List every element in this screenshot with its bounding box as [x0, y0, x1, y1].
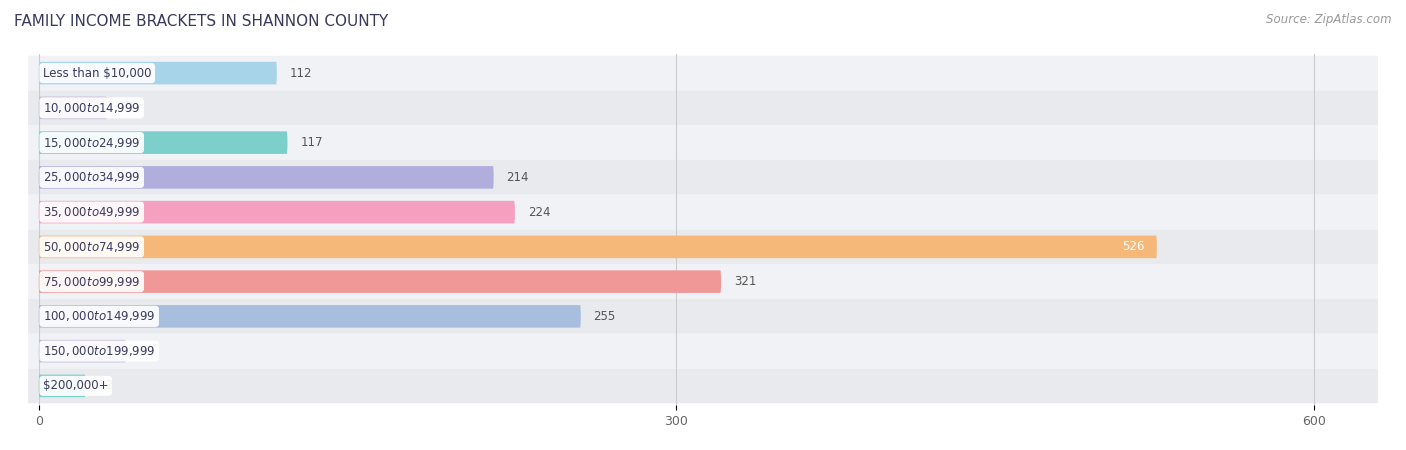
Text: 526: 526 — [1122, 240, 1144, 253]
FancyBboxPatch shape — [39, 236, 1157, 258]
FancyBboxPatch shape — [39, 62, 277, 85]
FancyBboxPatch shape — [39, 305, 581, 328]
Text: 117: 117 — [301, 136, 323, 149]
Text: Less than $10,000: Less than $10,000 — [44, 67, 152, 80]
Text: 41: 41 — [139, 345, 153, 358]
FancyBboxPatch shape — [28, 334, 1378, 369]
Text: $25,000 to $34,999: $25,000 to $34,999 — [44, 171, 141, 184]
Text: $200,000+: $200,000+ — [44, 379, 108, 392]
Text: 32: 32 — [120, 101, 135, 114]
Text: $100,000 to $149,999: $100,000 to $149,999 — [44, 310, 156, 324]
Text: FAMILY INCOME BRACKETS IN SHANNON COUNTY: FAMILY INCOME BRACKETS IN SHANNON COUNTY — [14, 14, 388, 28]
FancyBboxPatch shape — [28, 56, 1378, 90]
Text: $50,000 to $74,999: $50,000 to $74,999 — [44, 240, 141, 254]
FancyBboxPatch shape — [39, 97, 107, 119]
Text: 224: 224 — [527, 206, 550, 219]
FancyBboxPatch shape — [39, 201, 515, 223]
FancyBboxPatch shape — [28, 125, 1378, 160]
FancyBboxPatch shape — [28, 264, 1378, 299]
FancyBboxPatch shape — [39, 340, 127, 362]
Text: $75,000 to $99,999: $75,000 to $99,999 — [44, 274, 141, 288]
Text: $15,000 to $24,999: $15,000 to $24,999 — [44, 135, 141, 149]
Text: $10,000 to $14,999: $10,000 to $14,999 — [44, 101, 141, 115]
Text: 22: 22 — [98, 379, 114, 392]
FancyBboxPatch shape — [28, 160, 1378, 195]
Text: 112: 112 — [290, 67, 312, 80]
FancyBboxPatch shape — [28, 90, 1378, 125]
FancyBboxPatch shape — [28, 195, 1378, 230]
Text: 321: 321 — [734, 275, 756, 288]
FancyBboxPatch shape — [28, 299, 1378, 334]
Text: 255: 255 — [593, 310, 616, 323]
FancyBboxPatch shape — [39, 374, 86, 397]
Text: $35,000 to $49,999: $35,000 to $49,999 — [44, 205, 141, 219]
FancyBboxPatch shape — [28, 230, 1378, 264]
FancyBboxPatch shape — [39, 166, 494, 189]
Text: 214: 214 — [506, 171, 529, 184]
FancyBboxPatch shape — [39, 131, 287, 154]
Text: $150,000 to $199,999: $150,000 to $199,999 — [44, 344, 156, 358]
FancyBboxPatch shape — [28, 369, 1378, 403]
Text: Source: ZipAtlas.com: Source: ZipAtlas.com — [1267, 14, 1392, 27]
FancyBboxPatch shape — [39, 270, 721, 293]
